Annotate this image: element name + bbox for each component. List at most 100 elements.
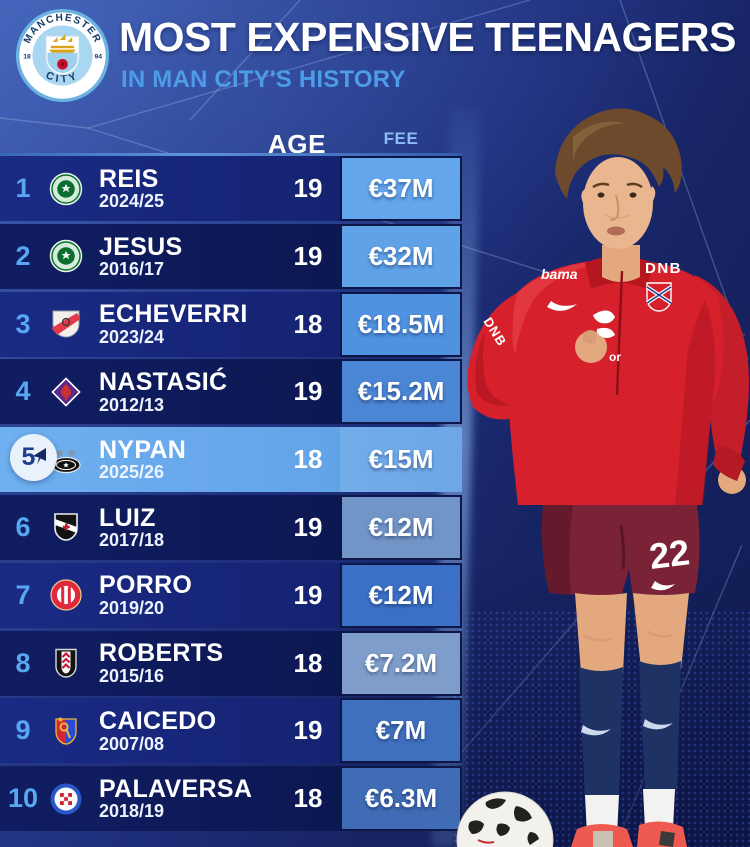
season-label: 2016/17 — [99, 259, 165, 279]
table-row-4[interactable]: 4 NASTASIĆ 2012/13 19 €15.2M — [0, 359, 462, 425]
age-value: 19 — [293, 579, 323, 610]
jersey-sponsor-dnb: DNB — [645, 260, 682, 277]
age-value: 18 — [293, 783, 323, 814]
norway-crest-icon — [645, 282, 673, 312]
player-cell: PALAVERSA 2018/19 — [86, 776, 276, 822]
fee-cell: €37M — [340, 156, 462, 221]
page-subtitle: IN MAN CITY'S HISTORY — [121, 66, 406, 93]
fiorentina-crest-icon — [46, 375, 86, 409]
telenor-logo-icon — [593, 310, 615, 338]
table-row-1[interactable]: 1 REIS 2024/25 19 €37M — [0, 156, 462, 221]
season-label: 2019/20 — [99, 597, 165, 618]
fee-cell: €32M — [340, 223, 462, 289]
rank-label: 4 — [15, 376, 31, 407]
player-name: JESUS — [99, 232, 183, 261]
fee-cell: €18.5M — [340, 291, 462, 357]
cursor-click-icon — [33, 448, 46, 465]
rank-label: 5 — [21, 443, 36, 472]
shorts-number: 22 — [647, 531, 692, 577]
fee-value: €6.3M — [340, 766, 462, 832]
table-row-6[interactable]: 6 LUIZ 2017/18 19 €12M — [0, 494, 462, 560]
age-value: 19 — [293, 376, 323, 407]
rank-label: 10 — [7, 783, 39, 814]
season-label: 2017/18 — [99, 530, 165, 551]
player-cell: REIS 2024/25 — [86, 166, 276, 212]
player-photo: DNB bama DNB or 22 — [467, 108, 749, 847]
player-name: NASTASIĆ — [99, 368, 228, 397]
table-row-10[interactable]: 10 PALAVERSA 2018/19 18 €6.3M — [0, 766, 462, 832]
rank-label: 6 — [15, 511, 31, 542]
player-cell: CAICEDO 2007/08 — [86, 708, 276, 754]
soccer-ball — [456, 791, 554, 847]
rosenborg-crest-icon — [46, 443, 86, 477]
jersey-sponsor-bama: bama — [541, 266, 578, 282]
season-label: 2018/19 — [99, 801, 165, 822]
table-row-7[interactable]: 7 PORRO 2019/20 19 €12M — [0, 562, 462, 628]
player-cell: NASTASIĆ 2012/13 — [86, 369, 276, 415]
fee-value: €12M — [340, 494, 462, 560]
player-name: ROBERTS — [99, 639, 224, 668]
season-label: 2012/13 — [99, 394, 165, 415]
age-value: 18 — [293, 308, 323, 339]
age-value: 19 — [293, 173, 323, 203]
fee-cell: €12M — [340, 494, 462, 560]
nike-swoosh-icon — [651, 581, 675, 591]
player-cell: PORRO 2019/20 — [86, 572, 276, 618]
fee-value: €15M — [340, 427, 462, 493]
fee-cell: €7.2M — [340, 630, 462, 696]
player-name: PORRO — [99, 571, 193, 600]
river-plate-crest-icon — [46, 307, 86, 341]
fee-cell: €6.3M — [340, 766, 462, 832]
player-name: ECHEVERRI — [99, 300, 248, 329]
fee-value: €15.2M — [340, 359, 462, 425]
ranking-table: 1 REIS 2024/25 19 €37M 2 JESUS 2016/17 1… — [0, 156, 462, 834]
season-label: 2023/24 — [99, 326, 165, 347]
palmeiras-crest-icon — [46, 172, 86, 206]
rank-label: 9 — [15, 715, 31, 746]
player-name: NYPAN — [99, 435, 187, 464]
age-value: 19 — [293, 715, 323, 746]
hajduk-split-crest-icon — [46, 782, 86, 816]
fee-value: €32M — [340, 223, 462, 289]
table-row-9[interactable]: 9 CAICEDO 2007/08 19 €7M — [0, 698, 462, 764]
palmeiras-crest-icon — [46, 239, 86, 273]
fee-cell: €15M — [340, 427, 462, 493]
nike-swoosh-icon — [581, 725, 611, 736]
column-header-fee: FEE — [383, 129, 419, 148]
nike-swoosh-icon — [547, 301, 577, 311]
rank-label: 1 — [15, 173, 31, 203]
vasco-da-gama-crest-icon — [46, 510, 86, 544]
table-row-2[interactable]: 2 JESUS 2016/17 19 €32M — [0, 223, 462, 289]
player-cell: ECHEVERRI 2023/24 — [86, 301, 276, 347]
badge-year-left: 18 — [23, 53, 31, 60]
age-value: 19 — [293, 240, 323, 271]
player-name: REIS — [99, 164, 159, 193]
fee-value: €18.5M — [340, 291, 462, 357]
table-top-border — [0, 153, 462, 156]
season-label: 2007/08 — [99, 733, 165, 754]
fee-value: €7M — [340, 698, 462, 764]
rank-label: 8 — [15, 647, 31, 678]
season-label: 2024/25 — [99, 191, 165, 212]
fee-cell: €15.2M — [340, 359, 462, 425]
table-row-3[interactable]: 3 ECHEVERRI 2023/24 18 €18.5M — [0, 291, 462, 357]
season-label: 2015/16 — [99, 665, 165, 686]
season-label: 2025/26 — [99, 462, 165, 483]
age-value: 18 — [293, 444, 323, 475]
table-row-5-highlighted[interactable]: 5 5 NYPAN 2025/26 18 €15M — [0, 427, 462, 493]
age-value: 18 — [293, 647, 323, 678]
man-city-badge: MANCHESTER CITY 18 94 — [15, 8, 110, 103]
player-cell: JESUS 2016/17 — [86, 232, 276, 280]
jersey-partial-text: or — [609, 350, 621, 364]
player-name: LUIZ — [99, 503, 156, 532]
basel-crest-icon — [46, 714, 86, 748]
fee-value: €12M — [340, 562, 462, 628]
fee-value: €7.2M — [340, 630, 462, 696]
selected-rank-badge: 5 — [10, 434, 57, 482]
page-title: MOST EXPENSIVE TEENAGERS — [119, 14, 736, 60]
girona-crest-icon — [46, 578, 86, 612]
table-row-8[interactable]: 8 ROBERTS 2015/16 18 €7.2M — [0, 630, 462, 696]
fee-cell: €7M — [340, 698, 462, 764]
player-cell: NYPAN 2025/26 — [86, 437, 276, 483]
